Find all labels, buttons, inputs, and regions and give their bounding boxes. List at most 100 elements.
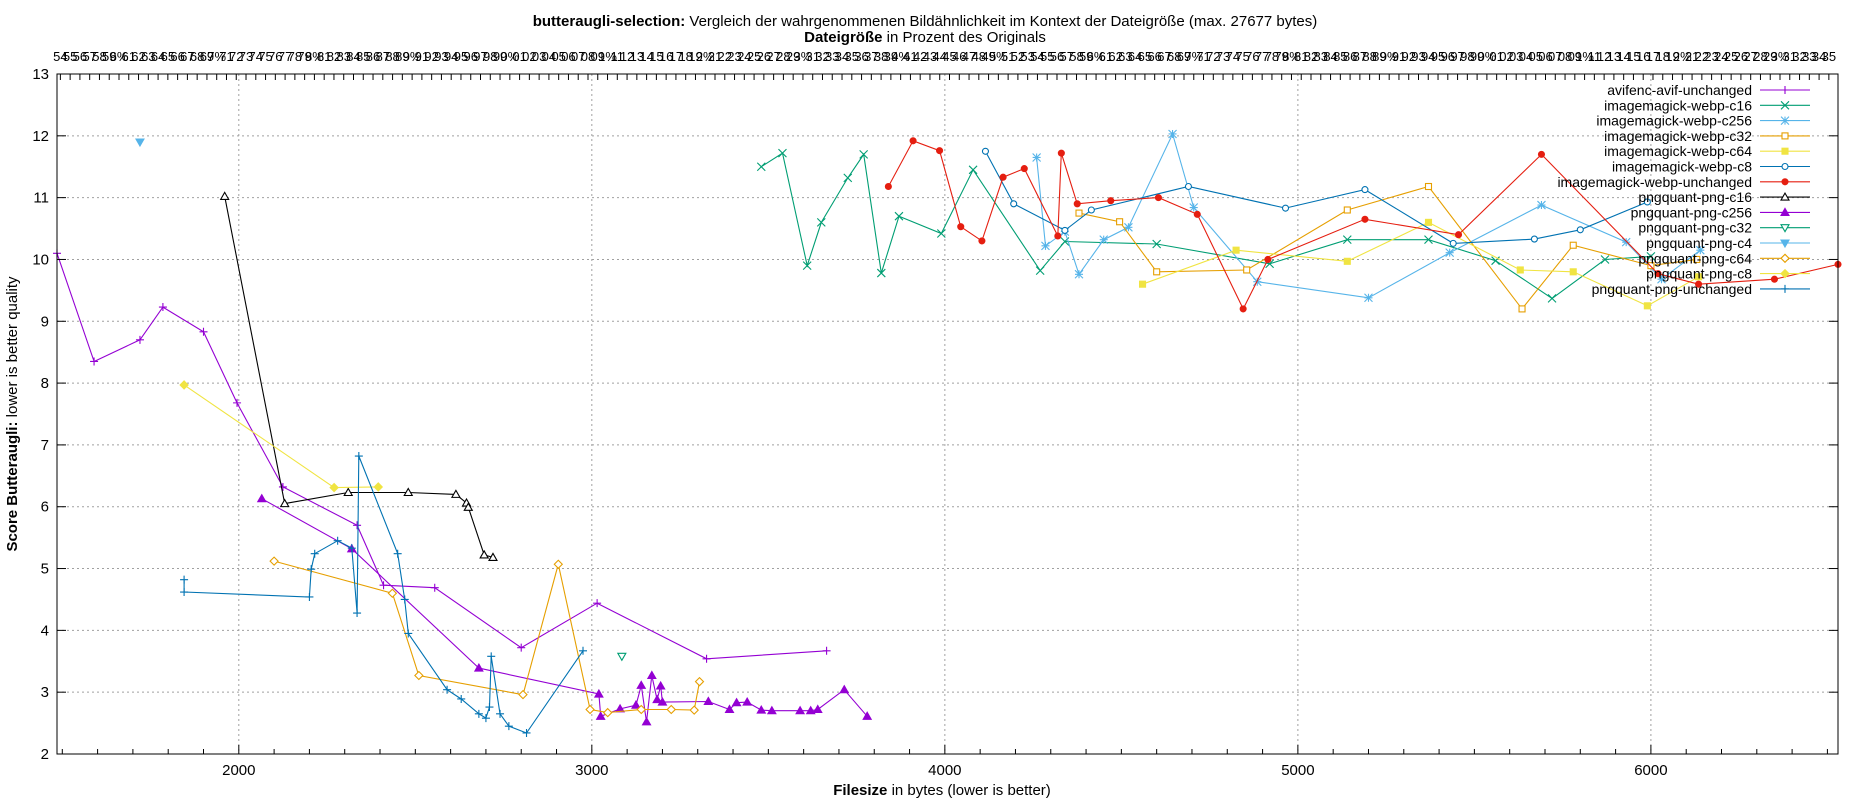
data-point [279, 498, 290, 508]
x2-tick-label: 74 [249, 49, 263, 64]
x2-tick-label: 52 [1011, 49, 1025, 64]
data-point [1780, 191, 1790, 201]
data-point [652, 694, 663, 704]
data-point [1116, 218, 1124, 226]
data-point [876, 268, 886, 278]
data-point [1530, 235, 1538, 243]
x2-tick-label: 71 [1196, 49, 1210, 64]
x2-tick-label: 47 [962, 49, 976, 64]
data-point [443, 685, 452, 694]
series-avifenc-avif-unchanged [53, 249, 831, 663]
data-point [135, 335, 144, 344]
data-point [1646, 251, 1656, 261]
x2-tick-label: 85 [1333, 49, 1347, 64]
data-point [1032, 153, 1042, 162]
data-point [957, 223, 965, 231]
y-tick-label: 5 [41, 561, 49, 578]
x2-tick-label: 69 [1177, 49, 1191, 64]
x2-tick-label: 61 [122, 49, 136, 64]
legend-item: pngquant-png-c32 [1638, 220, 1810, 236]
data-point [593, 688, 604, 698]
x2-tick-label: 88 [385, 49, 399, 64]
x2-tick-label: 14 [639, 49, 653, 64]
x2-tick-label: 23 [1704, 49, 1718, 64]
x2-tick-label: 58 [1069, 49, 1083, 64]
data-point [968, 165, 978, 175]
data-point [1781, 178, 1789, 186]
x2-tick-label: 82 [327, 49, 341, 64]
x2-tick-label: 35 [845, 49, 859, 64]
data-point [936, 229, 946, 238]
x2-tick-label: 46 [952, 49, 966, 64]
x-tick-label: 6000 [1634, 762, 1667, 779]
x2-tick-label: 4% [891, 49, 910, 64]
x2-tick-label: 99 [1470, 49, 1484, 64]
x2-tick-label: 79 [297, 49, 311, 64]
x2-tick-label: 75 [258, 49, 272, 64]
legend-item: imagemagick-webp-c32 [1604, 128, 1810, 144]
data-point [1035, 266, 1045, 275]
x2-tick-label: 86 [366, 49, 380, 64]
data-point [1107, 197, 1115, 205]
data-point [347, 544, 356, 553]
data-point [278, 482, 287, 491]
x2-tick-label: 37 [864, 49, 878, 64]
x2-tick-label: 62 [1108, 49, 1122, 64]
data-point [180, 575, 189, 584]
data-point [1770, 275, 1779, 283]
x2-tick-label: 68 [1167, 49, 1181, 64]
data-point [329, 482, 339, 493]
data-point [354, 452, 363, 461]
data-point [1152, 239, 1162, 249]
data-point [1600, 255, 1610, 264]
data-point [1491, 256, 1500, 266]
data-point [414, 670, 424, 681]
x2-tick-label: 61 [1099, 49, 1113, 64]
data-point [487, 652, 496, 661]
series-pngquant-png-unchanged [180, 452, 588, 737]
data-point [1693, 255, 1701, 264]
x2-tick-label: 5% [989, 49, 1008, 64]
data-point [485, 703, 494, 712]
data-point [400, 595, 409, 604]
x2-tick-label: 91 [1392, 49, 1406, 64]
x2-tick-label: 95 [454, 49, 468, 64]
data-point [936, 147, 944, 155]
x2-tick-label: 33 [825, 49, 839, 64]
x2-tick-label: 01 [512, 49, 526, 64]
y-tick-label: 7 [41, 437, 49, 454]
data-point [1780, 116, 1790, 125]
data-point [1576, 226, 1584, 234]
data-point [135, 138, 145, 148]
data-point [1243, 266, 1251, 274]
y-axis-title-rest: lower is better quality [4, 276, 21, 422]
data-point [1281, 204, 1290, 212]
data-point [1057, 149, 1065, 157]
data-point [839, 684, 850, 694]
x2-tick-label: 27 [1743, 49, 1757, 64]
x2-tick-label: 9% [1380, 49, 1399, 64]
series-line [224, 196, 494, 558]
data-point [585, 704, 595, 715]
data-point [978, 237, 986, 245]
x2-tick-label: 67 [180, 49, 194, 64]
series-pngquant-png-c16 [219, 191, 498, 561]
x2-tick-label: 19 [1665, 49, 1679, 64]
x2-tick-label: 15 [1626, 49, 1640, 64]
data-point [805, 705, 816, 715]
x2-tick-label: 65 [1138, 49, 1152, 64]
data-point [1780, 224, 1790, 233]
x2-tick-label: 56 [73, 49, 87, 64]
data-point [199, 327, 208, 336]
data-point [1153, 268, 1161, 276]
x2-tick-label: 66 [170, 49, 184, 64]
data-point [1643, 302, 1651, 310]
x-tick-label: 2000 [222, 762, 255, 779]
data-point [1054, 232, 1062, 240]
data-point [1780, 100, 1790, 110]
data-point [778, 148, 787, 158]
x2-tick-label: 32 [1792, 49, 1806, 64]
x2-tick-label: 29 [1763, 49, 1777, 64]
grid-layer [57, 74, 1838, 754]
x2-tick-label: 85 [356, 49, 370, 64]
